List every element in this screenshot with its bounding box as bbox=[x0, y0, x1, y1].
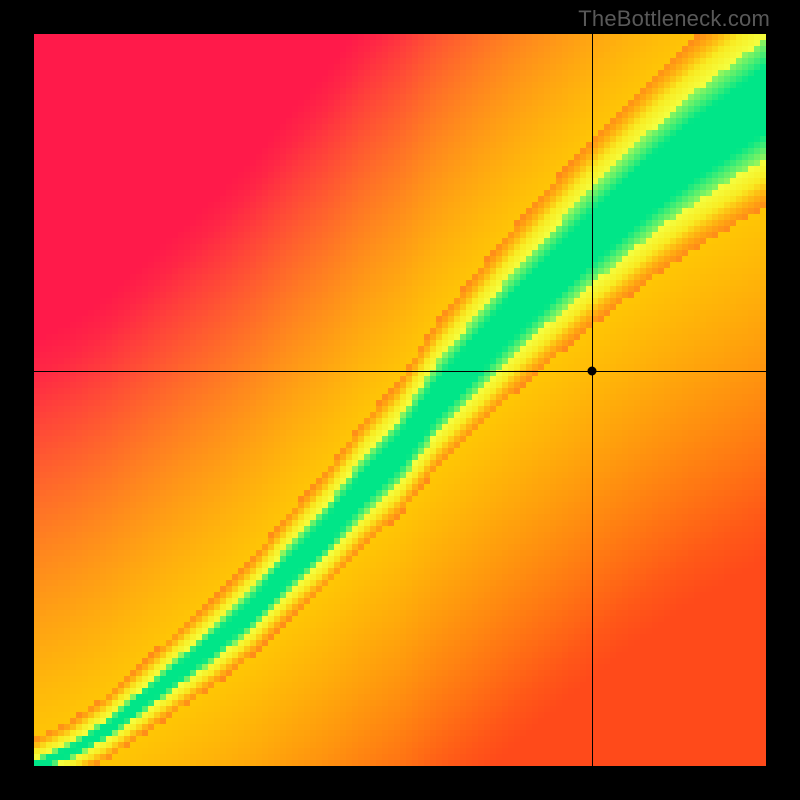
plot-area bbox=[34, 34, 766, 766]
color-field-canvas bbox=[34, 34, 766, 766]
chart-container: TheBottleneck.com bbox=[0, 0, 800, 800]
crosshair-horizontal bbox=[34, 371, 766, 372]
crosshair-dot bbox=[587, 366, 596, 375]
crosshair-vertical bbox=[592, 34, 593, 766]
watermark-text: TheBottleneck.com bbox=[578, 6, 770, 32]
